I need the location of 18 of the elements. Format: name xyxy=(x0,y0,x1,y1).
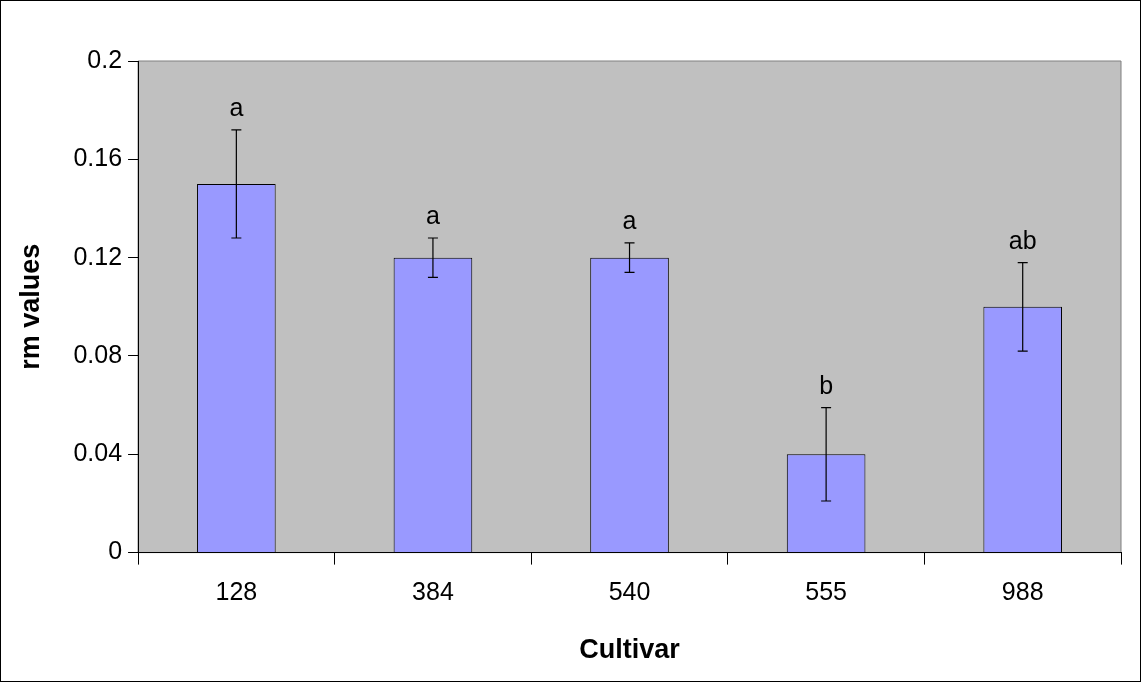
y-tick-label: 0.12 xyxy=(73,241,123,270)
x-tick-label: 540 xyxy=(608,577,651,606)
annotation: a xyxy=(622,206,637,235)
x-tick-label: 988 xyxy=(1001,577,1044,606)
x-tick-label: 384 xyxy=(412,577,454,606)
y-tick-label: 0.04 xyxy=(73,438,123,467)
x-tick-label: 128 xyxy=(215,577,258,606)
y-tick-label: 0.2 xyxy=(87,44,123,73)
annotation: a xyxy=(229,93,244,122)
annotation: b xyxy=(819,370,834,399)
y-tick-label: 0.08 xyxy=(73,339,123,368)
annotation: ab xyxy=(1008,225,1037,254)
y-tick-label: 0.16 xyxy=(73,143,123,172)
x-axis-title: Cultivar xyxy=(579,634,681,665)
y-tick-label: 0 xyxy=(108,536,123,565)
annotation: a xyxy=(425,201,440,230)
y-axis-title: rm values xyxy=(14,243,45,370)
x-tick-label: 555 xyxy=(805,577,847,606)
